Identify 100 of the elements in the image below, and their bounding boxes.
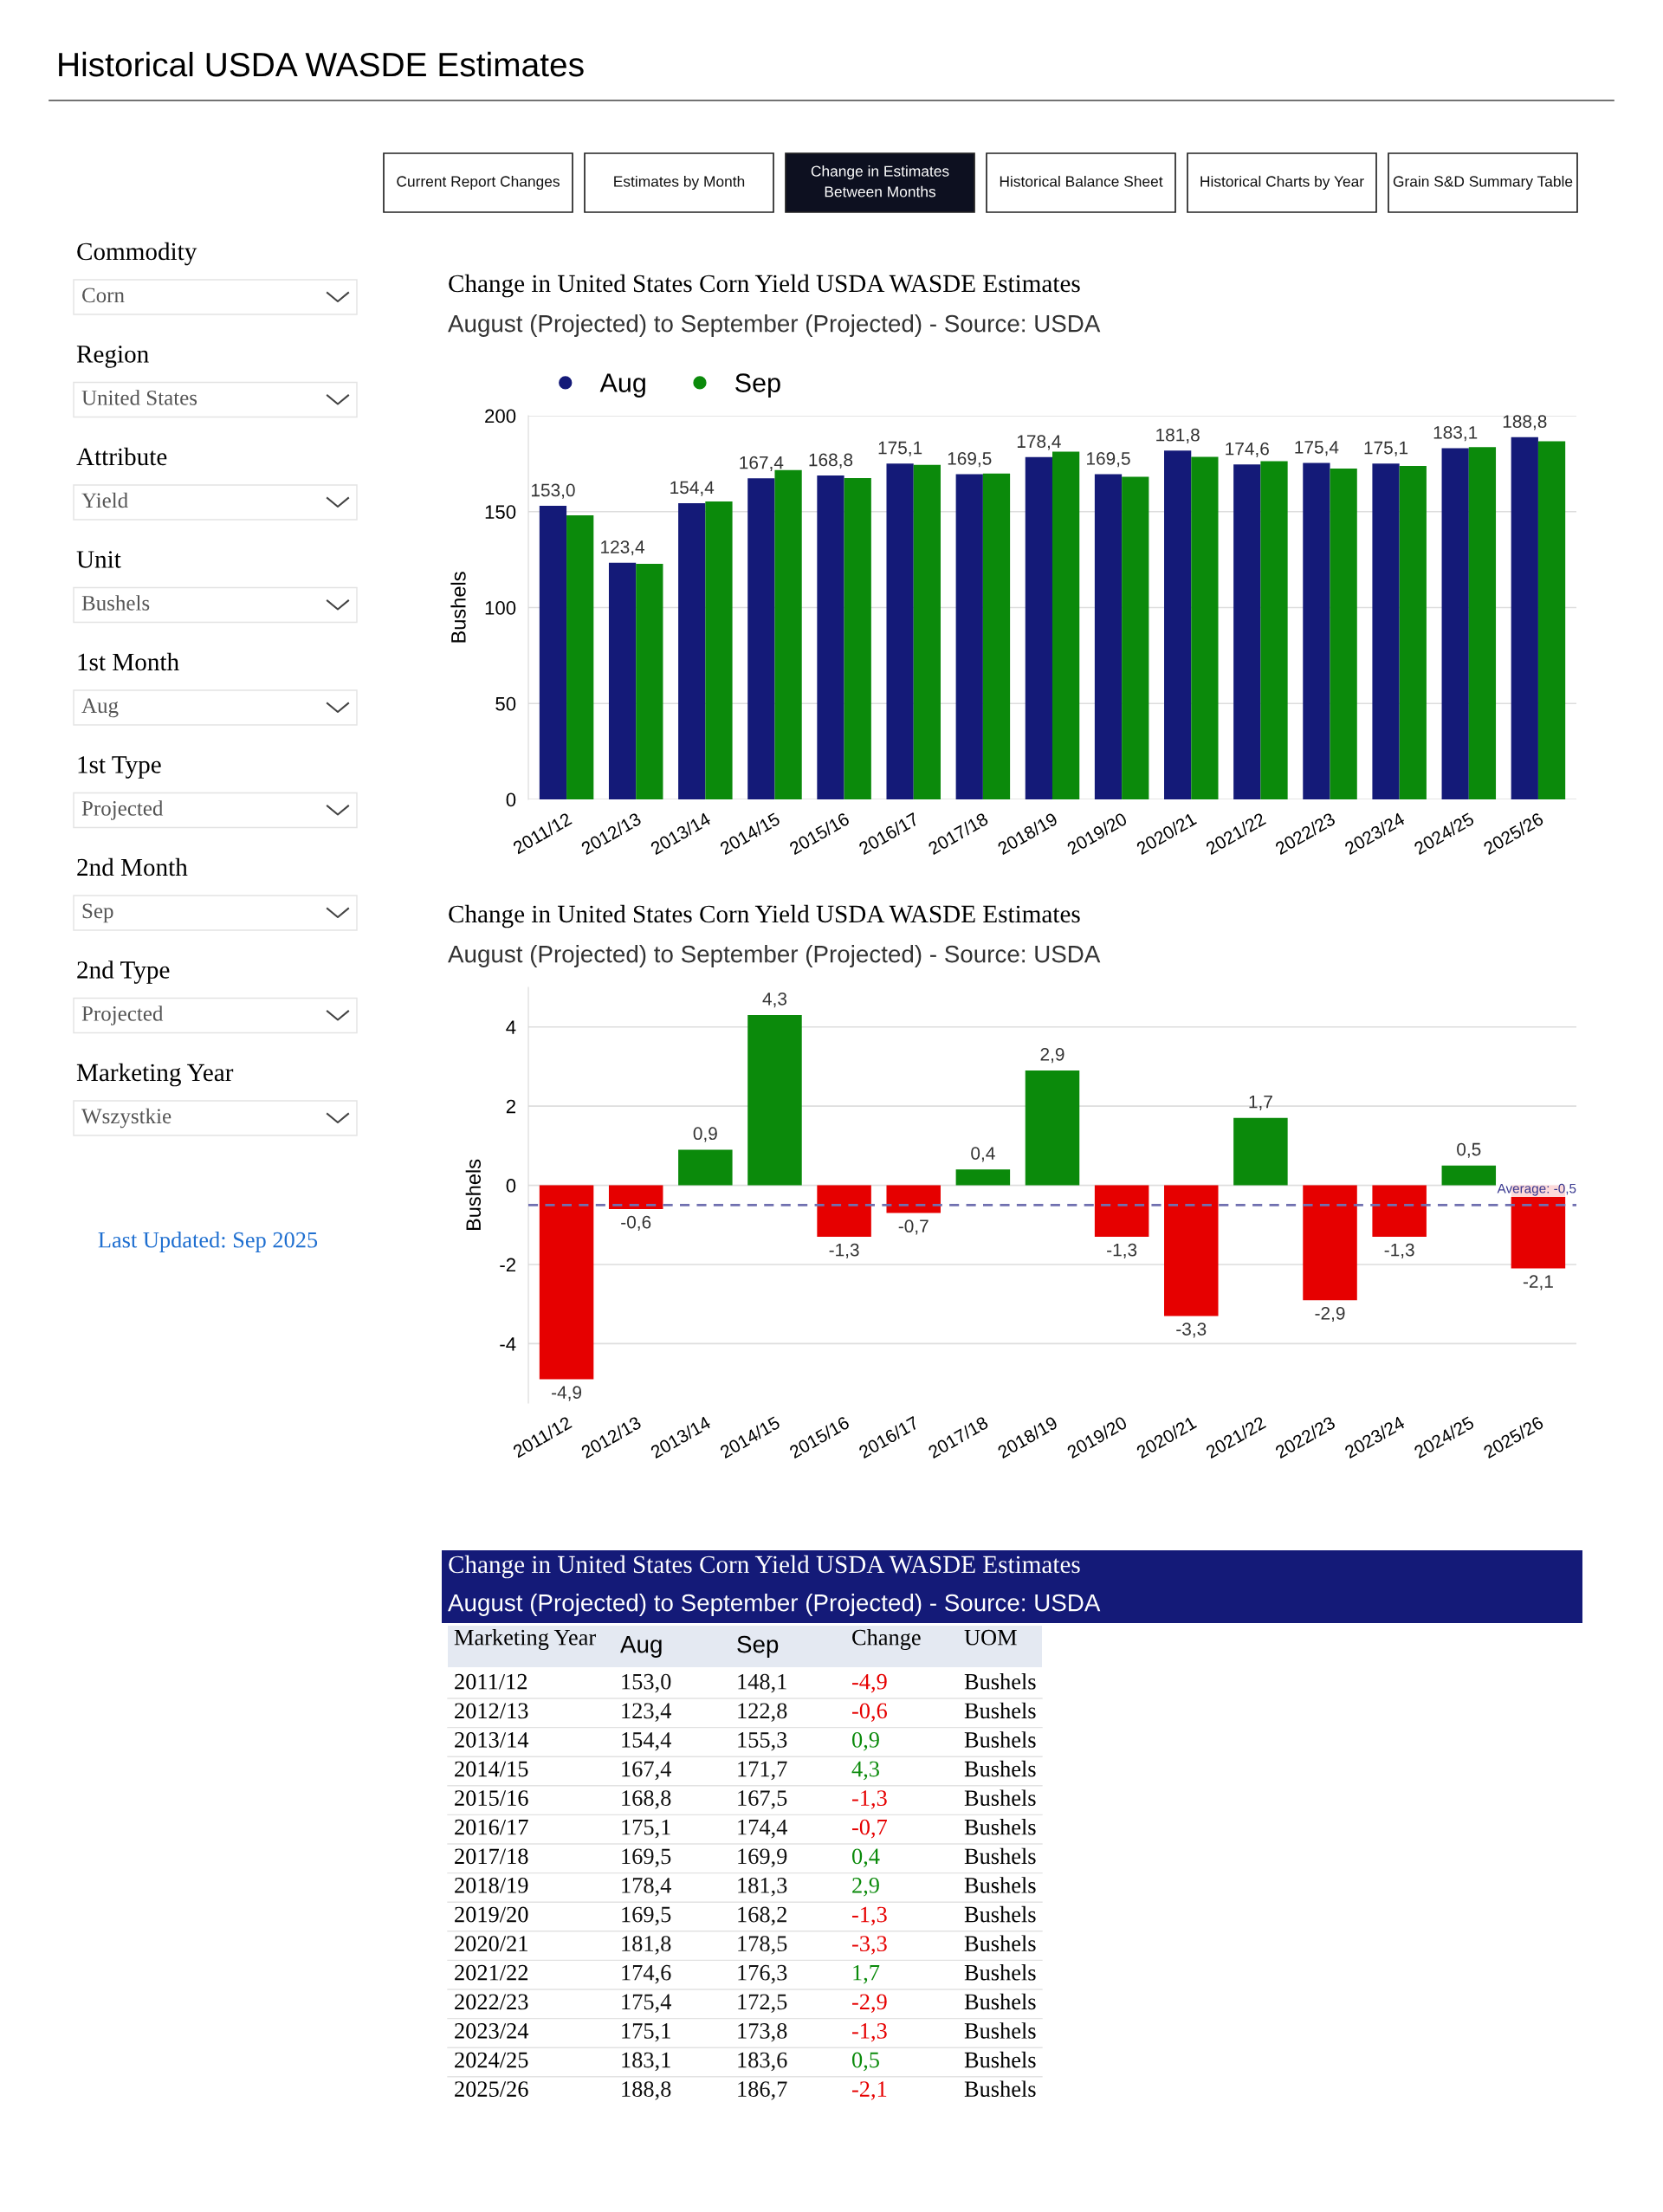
- data-label: 174,6: [1226, 442, 1269, 457]
- data-label: 173,8: [738, 2023, 787, 2042]
- data-label: 154,4: [622, 1732, 671, 1751]
- data-label: 168,8: [622, 1790, 671, 1809]
- category-label: Bushels: [964, 1789, 1036, 1807]
- data-label: 154,4: [670, 481, 715, 496]
- data-label: 188,8: [622, 2081, 671, 2100]
- data-label: -1,3: [851, 2023, 887, 2042]
- category-label: Bushels: [964, 1847, 1036, 1865]
- text: Historical Balance Sheet: [1000, 175, 1163, 187]
- bar: [982, 473, 1011, 799]
- category-label: 2013/14: [455, 1732, 529, 1748]
- data-label: 167,4: [740, 456, 784, 471]
- y-tick-label: 200: [485, 409, 516, 424]
- category-label: 2012/13: [455, 1703, 528, 1719]
- data-label: 174,6: [622, 1964, 671, 1984]
- y-tick-label: 150: [485, 505, 516, 520]
- text: United States: [81, 390, 197, 405]
- y-tick-label: 50: [495, 696, 516, 711]
- data-label: 175,1: [1364, 441, 1408, 456]
- data-label: 169,5: [1087, 452, 1130, 468]
- text: Aug: [620, 1636, 662, 1658]
- category-label: 2015/16: [455, 1790, 528, 1807]
- bar: [1052, 451, 1080, 799]
- data-label: -2,1: [851, 2081, 887, 2100]
- data-label: 2,9: [1040, 1047, 1064, 1064]
- text: Bushels: [81, 595, 150, 611]
- bar: [955, 474, 983, 799]
- text: 2nd Type: [77, 960, 170, 984]
- category-label: Bushels: [964, 1702, 1036, 1719]
- data-label: -1,3: [851, 1906, 887, 1926]
- bar: [1399, 466, 1427, 799]
- bar: [886, 1185, 941, 1213]
- data-label: 183,6: [738, 2052, 787, 2072]
- data-label: -0,7: [898, 1219, 929, 1235]
- legend-label: Aug: [599, 373, 645, 398]
- data-label: 168,8: [809, 453, 853, 469]
- category-label: Bushels: [964, 2080, 1036, 2098]
- data-label: 176,3: [738, 1964, 787, 1984]
- data-label: 0,5: [1457, 1142, 1481, 1158]
- data-label: 169,9: [738, 1848, 787, 1867]
- text: Grain S&D Summary Table: [1393, 175, 1573, 191]
- text: Corn: [82, 288, 125, 303]
- data-label: 178,4: [622, 1878, 671, 1897]
- text: Last Updated: Sep 2025: [98, 1232, 318, 1252]
- bar: [539, 506, 567, 799]
- text: Marketing Year: [76, 1063, 234, 1087]
- category-label: Bushels: [964, 1877, 1036, 1893]
- bar: [1372, 463, 1400, 799]
- text: Marketing Year: [454, 1629, 596, 1650]
- data-label: 4,3: [851, 1761, 879, 1781]
- data-label: 169,5: [948, 452, 992, 468]
- bar: [1233, 464, 1261, 799]
- data-label: -4,9: [851, 1673, 887, 1693]
- text: Aug: [81, 698, 119, 718]
- category-label: 2021/22: [455, 1964, 528, 1981]
- bar: [1122, 476, 1149, 799]
- category-label: 2020/21: [455, 1936, 527, 1952]
- bar: [1303, 462, 1330, 799]
- data-label: 123,4: [622, 1703, 671, 1722]
- bar: [817, 475, 844, 799]
- text: Estimates by Month: [614, 175, 745, 191]
- bar: [774, 469, 802, 799]
- category-label: Bushels: [964, 1935, 1036, 1952]
- category-label: 2023/24: [455, 2023, 529, 2039]
- bar: [1233, 1117, 1288, 1186]
- text: Projected: [81, 1006, 164, 1025]
- category-label: 2025/26: [455, 2081, 528, 2098]
- category-label: Bushels: [964, 1905, 1036, 1923]
- y-tick-label: 2: [506, 1099, 515, 1114]
- bar: [1303, 1185, 1357, 1301]
- bar: [678, 1149, 733, 1186]
- category-label: Bushels: [964, 1819, 1036, 1835]
- data-label: 181,8: [622, 1936, 671, 1955]
- category-label: 2024/25: [455, 2052, 528, 2068]
- chart-subtitle: August (Projected) to September (Projected) - Source: USDA: [448, 945, 1101, 967]
- bar: [608, 562, 637, 799]
- category-label: Bushels: [964, 2051, 1036, 2068]
- data-label: 183,1: [622, 2052, 670, 2072]
- data-label: 183,1: [1433, 425, 1478, 442]
- data-label: 169,5: [622, 1848, 671, 1867]
- text: Region: [76, 346, 149, 368]
- y-tick-label: 4: [506, 1020, 516, 1034]
- text: August (Projected) to September (Projected) - Source: USDA: [448, 1594, 1101, 1616]
- data-label: 175,1: [622, 2023, 670, 2042]
- text: 1st Type: [78, 756, 161, 779]
- category-label: 2014/15: [455, 1761, 528, 1777]
- bar: [1191, 456, 1219, 799]
- bar: [955, 1169, 1011, 1186]
- bar: [1441, 448, 1469, 799]
- text: Wszystkie: [81, 1108, 171, 1129]
- data-label: 172,5: [738, 1994, 787, 2013]
- category-label: Bushels: [964, 1993, 1036, 2010]
- bar: [747, 478, 775, 799]
- data-label: 188,8: [1503, 415, 1547, 430]
- data-label: -0,7: [851, 1819, 888, 1839]
- data-label: -1,3: [1384, 1243, 1414, 1258]
- bar: [1372, 1185, 1427, 1237]
- text: UOM: [964, 1629, 1017, 1646]
- bar: [1094, 474, 1123, 799]
